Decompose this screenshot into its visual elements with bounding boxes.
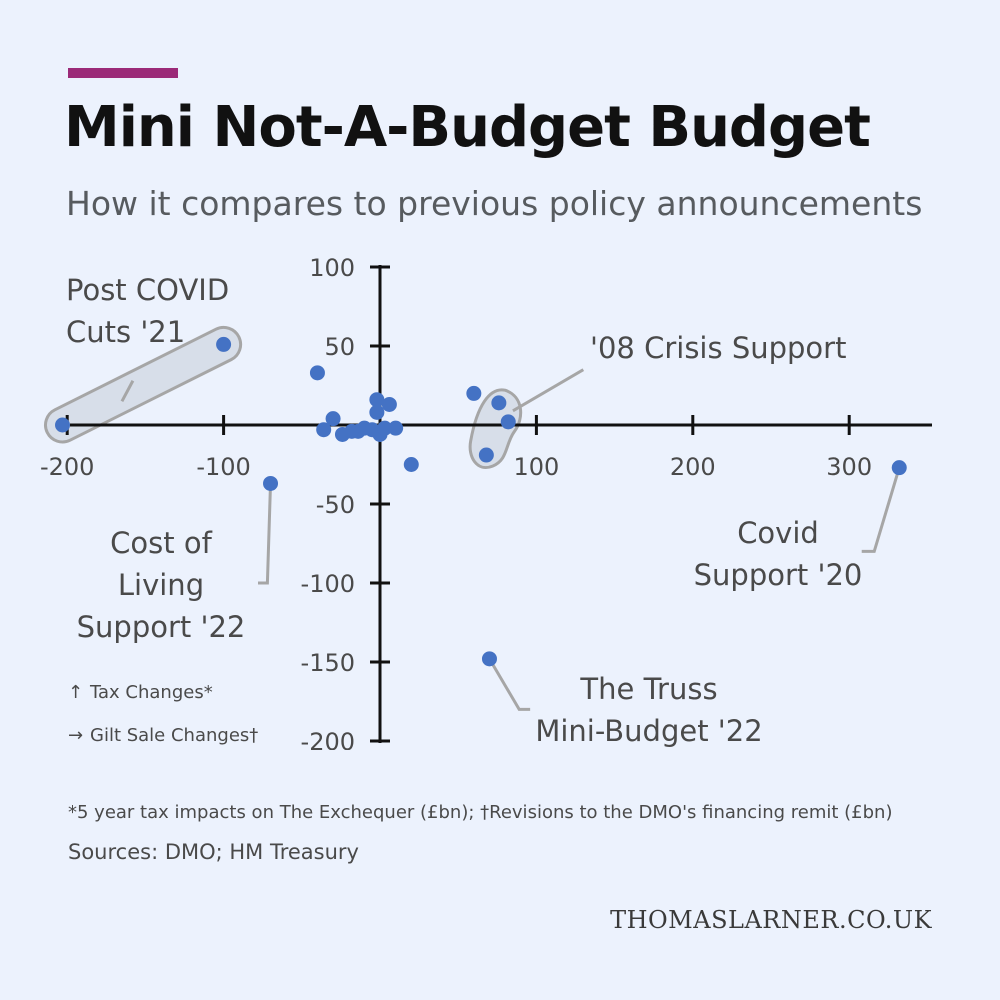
y-tick-label: -100 bbox=[301, 570, 355, 598]
legend-y-label: Tax Changes* bbox=[90, 682, 213, 703]
x-tick-label: -200 bbox=[40, 453, 94, 481]
legend-x-label: Gilt Sale Changes† bbox=[90, 725, 259, 746]
data-point bbox=[381, 396, 397, 412]
footnote: *5 year tax impacts on The Exchequer (£b… bbox=[68, 802, 893, 823]
truss-leader-line bbox=[488, 658, 531, 711]
right-arrow-icon: → bbox=[68, 725, 84, 746]
annotation-covid-support: Support '20 bbox=[694, 558, 863, 592]
scatter-chart: -200 -100 100 200 300 100 50 -50 -100 -150 -200 Pos… bbox=[40, 254, 932, 750]
data-point bbox=[325, 411, 341, 427]
data-point bbox=[481, 651, 497, 667]
legend-x-axis: → Gilt Sale Changes† bbox=[68, 725, 258, 746]
cost-of-living-leader-line bbox=[258, 483, 273, 585]
annotation-cost-of-living: Cost of bbox=[110, 526, 212, 560]
data-point bbox=[263, 475, 279, 491]
data-point bbox=[377, 420, 393, 436]
data-point bbox=[891, 460, 907, 476]
annotation-truss: Mini-Budget '22 bbox=[535, 714, 762, 748]
crisis-08-highlight bbox=[468, 388, 523, 469]
data-point bbox=[500, 414, 516, 430]
x-tick-label: -100 bbox=[196, 453, 250, 481]
annotation-cost-of-living: Living bbox=[118, 568, 204, 602]
y-tick-label: -200 bbox=[301, 728, 355, 750]
annotation-post-covid: Cuts '21 bbox=[66, 315, 185, 349]
annotation-truss: The Truss bbox=[579, 672, 717, 706]
annotation-cost-of-living: Support '22 bbox=[77, 610, 246, 644]
y-tick-label: 100 bbox=[309, 254, 355, 282]
y-tick-label: -150 bbox=[301, 649, 355, 677]
data-point bbox=[388, 420, 404, 436]
data-point bbox=[216, 336, 232, 352]
crisis-08-leader-line bbox=[512, 368, 585, 413]
title-accent-bar bbox=[68, 68, 178, 78]
data-point bbox=[403, 457, 419, 472]
sources-note: Sources: DMO; HM Treasury bbox=[68, 840, 359, 864]
post-covid-highlight bbox=[44, 325, 243, 444]
covid-support-leader-line bbox=[861, 467, 901, 553]
annotation-08-crisis: '08 Crisis Support bbox=[590, 331, 846, 365]
data-point bbox=[316, 422, 332, 438]
chart-title: Mini Not-A-Budget Budget bbox=[64, 95, 871, 160]
data-point bbox=[369, 392, 385, 408]
y-tick-label: 50 bbox=[324, 333, 355, 361]
chart-subtitle: How it compares to previous policy annou… bbox=[66, 184, 923, 223]
post-covid-leader-line bbox=[120, 380, 135, 403]
x-tick-label: 300 bbox=[826, 453, 872, 481]
x-tick-label: 100 bbox=[513, 453, 559, 481]
data-point bbox=[369, 404, 385, 420]
data-point bbox=[309, 365, 325, 381]
data-point bbox=[55, 417, 71, 433]
site-credit: THOMASLARNER.CO.UK bbox=[610, 906, 932, 934]
annotation-covid-support: Covid bbox=[737, 516, 819, 550]
x-tick-label: 200 bbox=[670, 453, 716, 481]
legend-y-axis: ↑ Tax Changes* bbox=[68, 682, 213, 703]
data-point bbox=[478, 447, 494, 463]
annotation-post-covid: Post COVID bbox=[66, 273, 229, 307]
data-point bbox=[491, 395, 507, 411]
up-arrow-icon: ↑ bbox=[68, 682, 84, 703]
data-point bbox=[466, 385, 482, 401]
y-tick-label: -50 bbox=[316, 491, 355, 519]
